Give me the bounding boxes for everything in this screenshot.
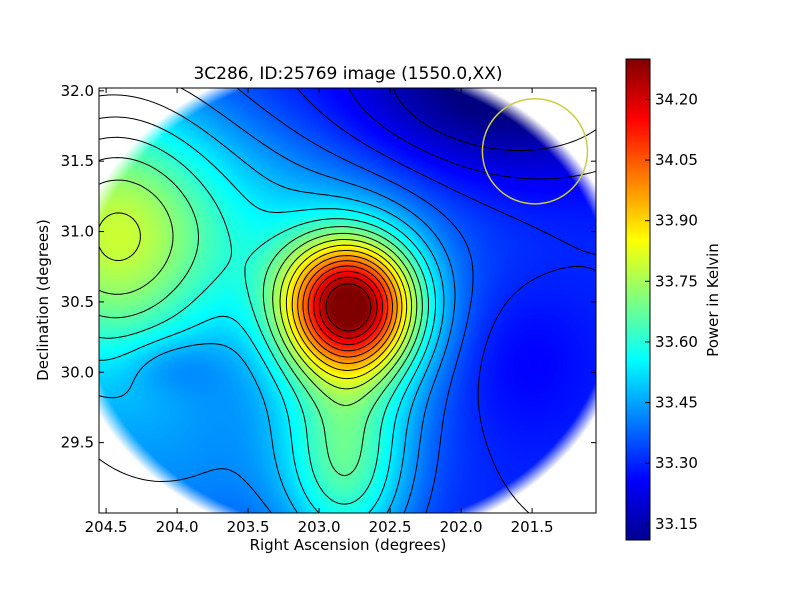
- plot-frame: [98, 87, 597, 514]
- y-axis-ticks: 29.5 30.0 30.5 31.0 31.5 32.0: [61, 82, 596, 452]
- contour-line-15: [307, 265, 389, 352]
- x-axis-ticks: 204.5 204.0 203.5 203.0 202.5 202.0 201.5: [85, 88, 554, 536]
- chart-title: 3C286, ID:25769 image (1550.0,XX): [193, 64, 502, 84]
- contour-line-3: [236, 88, 474, 513]
- contour-line-11: [285, 244, 408, 380]
- beam-circle: [481, 98, 589, 205]
- y-tick-label: 30.0: [61, 363, 94, 381]
- x-tick-label: 203.0: [298, 518, 341, 536]
- x-tick-label: 201.5: [511, 518, 554, 536]
- y-tick-label: 31.5: [61, 152, 94, 170]
- contour-lines: [99, 88, 596, 513]
- colorbar-label: Power in Kelvin: [704, 243, 722, 357]
- x-tick-label: 204.5: [85, 518, 128, 536]
- colorbar-tick-label: 34.20: [655, 90, 698, 108]
- colorbar-tick-label: 33.30: [655, 454, 698, 472]
- y-tick-label: 31.0: [61, 223, 94, 241]
- y-tick-label: 30.5: [61, 293, 94, 311]
- contour-line-9: [99, 179, 418, 406]
- colorbar-tick-label: 33.15: [655, 515, 698, 533]
- plot-area: 204.5 204.0 203.5 203.0 202.5 202.0 201.5 29.5…: [61, 82, 597, 536]
- contour-line-16: [313, 270, 384, 346]
- x-axis-label: Right Ascension (degrees): [250, 536, 447, 554]
- heatmap-image: [99, 88, 596, 513]
- contour-line-18: [325, 283, 372, 332]
- contour-line-10: [99, 212, 413, 390]
- x-tick-label: 203.5: [227, 518, 270, 536]
- contour-line-12: [291, 250, 403, 371]
- y-axis-label: Declination (degrees): [34, 219, 52, 381]
- x-tick-label: 204.0: [156, 518, 199, 536]
- contour-line-14: [302, 260, 393, 358]
- contour-line-5: [99, 94, 445, 513]
- contour-line-7: [99, 136, 429, 505]
- contour-line-0: [392, 88, 596, 151]
- x-tick-label: 202.5: [369, 518, 412, 536]
- colorbar-tick-label: 33.75: [655, 272, 698, 290]
- colorbar-tick-label: 33.90: [655, 212, 698, 230]
- contour-line-8: [99, 157, 423, 477]
- y-tick-label: 32.0: [61, 82, 94, 100]
- contour-line-13: [297, 255, 398, 364]
- x-tick-label: 202.0: [440, 518, 483, 536]
- contour-line-1: [348, 88, 596, 180]
- contour-line-6: [99, 116, 436, 513]
- colorbar-tick-label: 33.45: [655, 394, 698, 412]
- colorbar-gradient: [626, 59, 650, 540]
- y-tick-label: 29.5: [61, 434, 94, 452]
- colorbar-tick-label: 34.05: [655, 151, 698, 169]
- colorbar: 33.15 33.30 33.45 33.60 33.75 33.90 34.05 34.20: [625, 58, 698, 541]
- contour-line-17: [319, 276, 378, 339]
- colorbar-tick-label: 33.60: [655, 333, 698, 351]
- colorbar-frame: [625, 58, 651, 541]
- colorbar-ticks: 33.15 33.30 33.45 33.60 33.75 33.90 34.05 34.20: [645, 90, 698, 533]
